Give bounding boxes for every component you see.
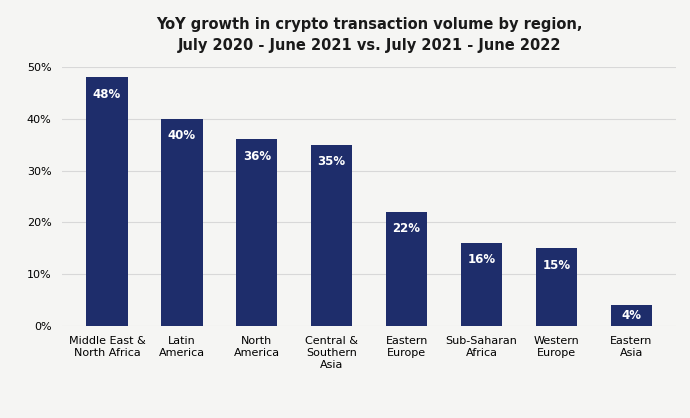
Text: 4%: 4% [621,309,641,322]
Text: 40%: 40% [168,129,196,142]
Text: 35%: 35% [317,155,346,168]
Text: 22%: 22% [393,222,421,235]
Bar [461,243,502,326]
Text: 15%: 15% [542,259,571,272]
Bar [236,140,277,326]
Text: 48%: 48% [93,88,121,101]
Text: 36%: 36% [243,150,271,163]
Bar [161,119,203,326]
Bar [86,77,128,326]
Bar [611,305,652,326]
Title: YoY growth in crypto transaction volume by region,
July 2020 - June 2021 vs. Jul: YoY growth in crypto transaction volume … [156,17,582,53]
Bar [311,145,353,326]
Bar [386,212,427,326]
Bar [535,248,577,326]
Text: 16%: 16% [467,253,495,267]
